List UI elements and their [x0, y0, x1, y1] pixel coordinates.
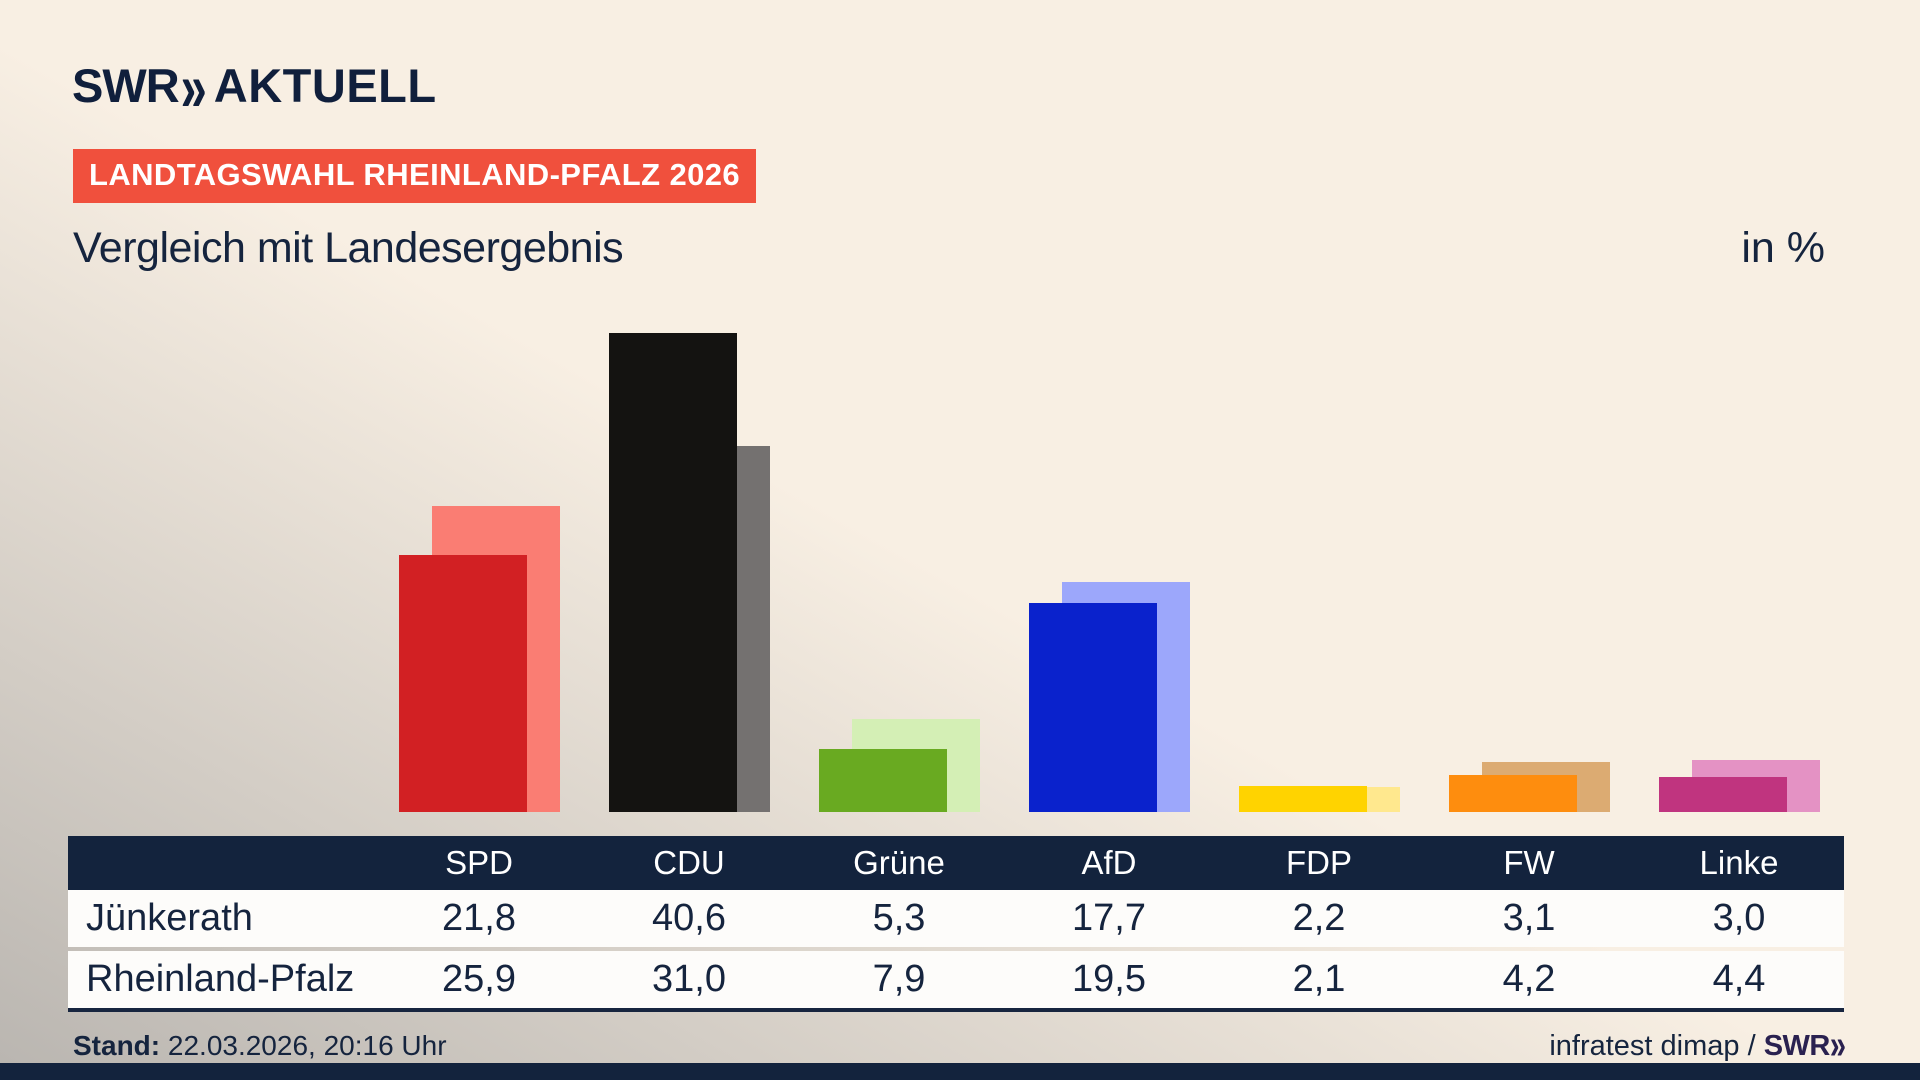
- value-cell-spd: 25,9: [442, 958, 516, 1000]
- header-cell-afd: AfD: [1081, 844, 1137, 881]
- value-cell-cdu: 40,6: [652, 897, 726, 939]
- bar-j-nkerath-fdp: [1238, 786, 1367, 812]
- source-credit: infratest dimap / SWR»: [1549, 1023, 1846, 1068]
- table-row-j-nkerath: Jünkerath 21,8 40,6 5,3 17,7 2,2 3,1 3,0: [68, 890, 1844, 947]
- value-cell-gr-ne: 7,9: [872, 958, 926, 1000]
- stand-label: Stand:: [73, 1030, 161, 1061]
- brand-aktuell: AKTUELL: [213, 59, 437, 112]
- header-cell-linke: Linke: [1699, 844, 1779, 881]
- row-label: Jünkerath: [86, 897, 253, 939]
- bar-j-nkerath-afd: [1028, 603, 1157, 812]
- table-body: Jünkerath 21,8 40,6 5,3 17,7 2,2 3,1 3,0 Rheinla…: [68, 890, 1844, 1012]
- value-cell-fw: 4,2: [1502, 958, 1556, 1000]
- value-cell-fdp: 2,2: [1292, 897, 1346, 939]
- page-title: Vergleich mit Landesergebnis: [73, 224, 624, 272]
- value-cell-afd: 19,5: [1072, 958, 1146, 1000]
- source-brand: SWR: [1763, 1030, 1831, 1062]
- footer: Stand: 22.03.2026, 20:16 Uhr infratest d…: [73, 1023, 1846, 1068]
- stand-timestamp: Stand: 22.03.2026, 20:16 Uhr: [73, 1030, 447, 1062]
- header-cell-spd: SPD: [445, 844, 513, 881]
- election-badge: LANDTAGSWAHL RHEINLAND-PFALZ 2026: [73, 149, 757, 203]
- bar-j-nkerath-fw: [1448, 775, 1577, 812]
- value-cell-fw: 3,1: [1502, 897, 1556, 939]
- bar-j-nkerath-cdu: [608, 333, 737, 812]
- swr-aktuell-logo: SWR» AKTUELL: [72, 48, 437, 125]
- value-cell-linke: 3,0: [1712, 897, 1766, 939]
- table-header-row: SPD CDU Grüne AfD FDP FW Linke: [68, 836, 1844, 890]
- source-text: infratest dimap /: [1549, 1030, 1764, 1062]
- stand-value: 22.03.2026, 20:16 Uhr: [167, 1030, 447, 1061]
- value-cell-spd: 21,8: [442, 897, 516, 939]
- brand-chevrons-icon: »: [180, 48, 207, 125]
- table-row-rheinland-pfalz: Rheinland-Pfalz 25,9 31,0 7,9 19,5 2,1 4,2 4,4: [68, 951, 1844, 1012]
- bar-j-nkerath-linke: [1658, 777, 1787, 812]
- unit-label: in %: [1741, 224, 1825, 272]
- bar-j-nkerath-spd: [398, 555, 527, 812]
- bottom-bar: [0, 1063, 1920, 1080]
- value-cell-cdu: 31,0: [652, 958, 726, 1000]
- header-cell-gr-ne: Grüne: [853, 844, 945, 881]
- value-cell-linke: 4,4: [1712, 958, 1766, 1000]
- value-cell-fdp: 2,1: [1292, 958, 1346, 1000]
- bar-chart: [398, 333, 1820, 812]
- value-cell-gr-ne: 5,3: [872, 897, 926, 939]
- header-cell-fdp: FDP: [1286, 844, 1352, 881]
- value-cell-afd: 17,7: [1072, 897, 1146, 939]
- bar-j-nkerath-gr-ne: [818, 749, 947, 812]
- header-cell-cdu: CDU: [653, 844, 725, 881]
- header-cell-fw: FW: [1503, 844, 1555, 881]
- source-brand-chevrons-icon: »: [1829, 1023, 1846, 1069]
- row-label: Rheinland-Pfalz: [86, 958, 355, 1000]
- results-table: SPD CDU Grüne AfD FDP FW Linke Jünkerath 21,8 40…: [68, 836, 1844, 1012]
- brand-swr: SWR: [72, 59, 180, 112]
